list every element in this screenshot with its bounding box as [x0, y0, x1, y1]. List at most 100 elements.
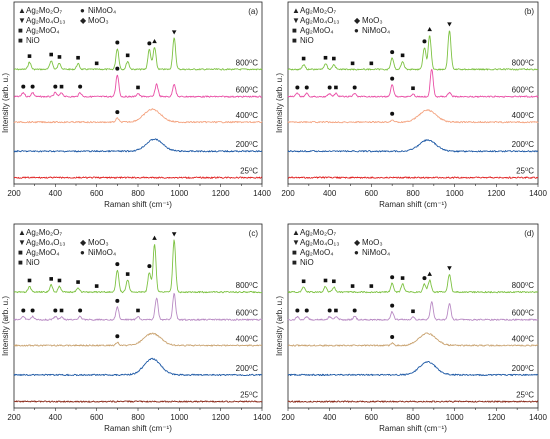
- peak-marker-dot: [304, 308, 309, 313]
- legend-marker-icon: ▲: [18, 6, 26, 15]
- legend-marker-icon: ▼: [292, 238, 300, 247]
- x-tick-label: 1000: [446, 413, 464, 422]
- peak-marker-square: [76, 280, 80, 284]
- peak-marker-square: [369, 284, 374, 288]
- legend: ▲ Ag₂Mo₂O₇▼ Ag₂Mo₄O₁₃■ Ag₂MoO₄■ NiO● NiMoO₄◆ M…: [18, 6, 116, 45]
- x-tick-label: 1200: [212, 413, 230, 422]
- y-axis-label: Intensity (arb. u.): [1, 73, 10, 133]
- legend-marker-icon: ▼: [18, 16, 26, 25]
- peak-marker-inverted-triangle: [447, 266, 452, 271]
- peak-marker-square: [57, 55, 62, 59]
- legend-entry: MoO₃: [362, 16, 383, 25]
- peak-marker-dot: [295, 85, 300, 90]
- peak-marker-square: [27, 54, 32, 58]
- legend-marker-icon: ◆: [354, 238, 361, 247]
- legend-marker-icon: ●: [354, 26, 359, 35]
- temperature-label: 800⁰C: [236, 58, 259, 67]
- x-tick-label: 800: [406, 189, 420, 198]
- temperature-label: 400⁰C: [512, 334, 535, 343]
- x-tick-label: 1000: [446, 189, 464, 198]
- x-tick-label: 1400: [529, 189, 547, 198]
- peak-marker-square: [334, 308, 338, 313]
- legend-marker-icon: ▲: [292, 6, 300, 15]
- legend-entry: MoO₃: [88, 238, 109, 247]
- x-tick-label: 1200: [212, 189, 230, 198]
- peak-marker-dot: [115, 40, 120, 45]
- legend-marker-icon: ●: [80, 6, 85, 15]
- peak-marker-dot: [295, 308, 300, 313]
- x-tick-label: 1000: [170, 189, 188, 198]
- spectrum-line: [287, 109, 539, 124]
- peak-marker-square: [59, 308, 64, 313]
- peak-marker-dot: [352, 308, 357, 313]
- peak-marker-dot: [327, 85, 332, 90]
- legend-entry: Ag₂Mo₄O₁₃: [300, 238, 339, 247]
- temperature-label: 600⁰C: [512, 86, 535, 95]
- x-axis-label: Raman shift (cm⁻¹): [104, 424, 172, 433]
- legend-marker-icon: ▼: [18, 238, 26, 247]
- peak-marker-square: [323, 278, 328, 283]
- x-tick-label: 400: [49, 413, 63, 422]
- chart-panel-d: 200 400 600 800 1000 1200 1400 Raman shift (cm⁻…: [275, 223, 547, 433]
- x-tick-label: 400: [323, 189, 337, 198]
- peak-marker-square: [57, 278, 62, 283]
- peak-marker-square: [94, 284, 99, 288]
- legend-entry: NiO: [300, 258, 314, 267]
- legend-marker-icon: ◆: [80, 16, 87, 25]
- legend-marker-icon: ●: [80, 248, 85, 257]
- temperature-label: 25⁰C: [516, 391, 534, 400]
- peak-marker-dot: [390, 303, 395, 308]
- legend-entry: Ag₂MoO₄: [300, 248, 334, 257]
- x-tick-label: 400: [323, 413, 337, 422]
- peak-marker-square: [301, 56, 306, 61]
- peak-marker-dot: [390, 111, 395, 116]
- peak-marker-dot: [352, 85, 357, 90]
- peak-marker-dot: [390, 76, 395, 81]
- x-tick-label: 1400: [253, 189, 271, 198]
- x-tick-label: 600: [365, 413, 379, 422]
- peak-marker-square: [76, 55, 80, 60]
- x-tick-label: 1200: [487, 189, 505, 198]
- spectrum-line: [287, 332, 539, 347]
- spectrum-line: [287, 30, 539, 71]
- peak-marker-square: [332, 56, 336, 61]
- peak-marker-dot: [115, 262, 120, 267]
- peak-marker-square: [350, 284, 355, 288]
- spectrum-line: [287, 274, 538, 294]
- peak-marker-dot: [30, 84, 35, 89]
- temperature-label: 200⁰C: [512, 364, 535, 373]
- spectrum-line: [13, 176, 263, 179]
- spectrum-line: [287, 139, 539, 153]
- spectrum-line: [13, 37, 263, 71]
- peak-marker-triangle: [427, 271, 432, 276]
- peak-marker-square: [94, 61, 99, 66]
- temperature-label: 600⁰C: [236, 309, 259, 318]
- peak-marker-square: [59, 84, 64, 89]
- x-tick-label: 600: [90, 413, 104, 422]
- peak-marker-dot: [390, 335, 395, 340]
- peak-marker-triangle: [152, 38, 157, 44]
- spectrum-line: [287, 176, 539, 179]
- temperature-label: 400⁰C: [512, 111, 535, 120]
- temperature-label: 25⁰C: [516, 167, 534, 176]
- panel-label: (a): [248, 7, 258, 16]
- legend-marker-icon: ■: [292, 26, 297, 35]
- peak-marker-dot: [78, 308, 83, 313]
- peak-marker-dot: [115, 334, 120, 339]
- y-axis-label: Intensity (arb. u.): [275, 73, 284, 133]
- temperature-label: 25⁰C: [240, 167, 258, 176]
- panel-label: (b): [524, 7, 534, 16]
- peak-marker-square: [49, 52, 53, 57]
- x-tick-label: 200: [7, 413, 21, 422]
- temperature-label: 800⁰C: [512, 58, 535, 67]
- legend-marker-icon: ◆: [80, 238, 87, 247]
- x-axis-label: Raman shift (cm⁻¹): [379, 424, 447, 433]
- temperature-label: 800⁰C: [236, 281, 259, 290]
- legend-entry: NiO: [26, 258, 40, 267]
- temperature-label: 400⁰C: [236, 111, 259, 120]
- legend-entry: Ag₂Mo₄O₁₃: [26, 16, 65, 25]
- x-tick-label: 200: [281, 189, 295, 198]
- peak-marker-dot: [327, 308, 332, 313]
- peak-marker-inverted-triangle: [447, 22, 452, 27]
- peak-marker-triangle: [152, 235, 157, 240]
